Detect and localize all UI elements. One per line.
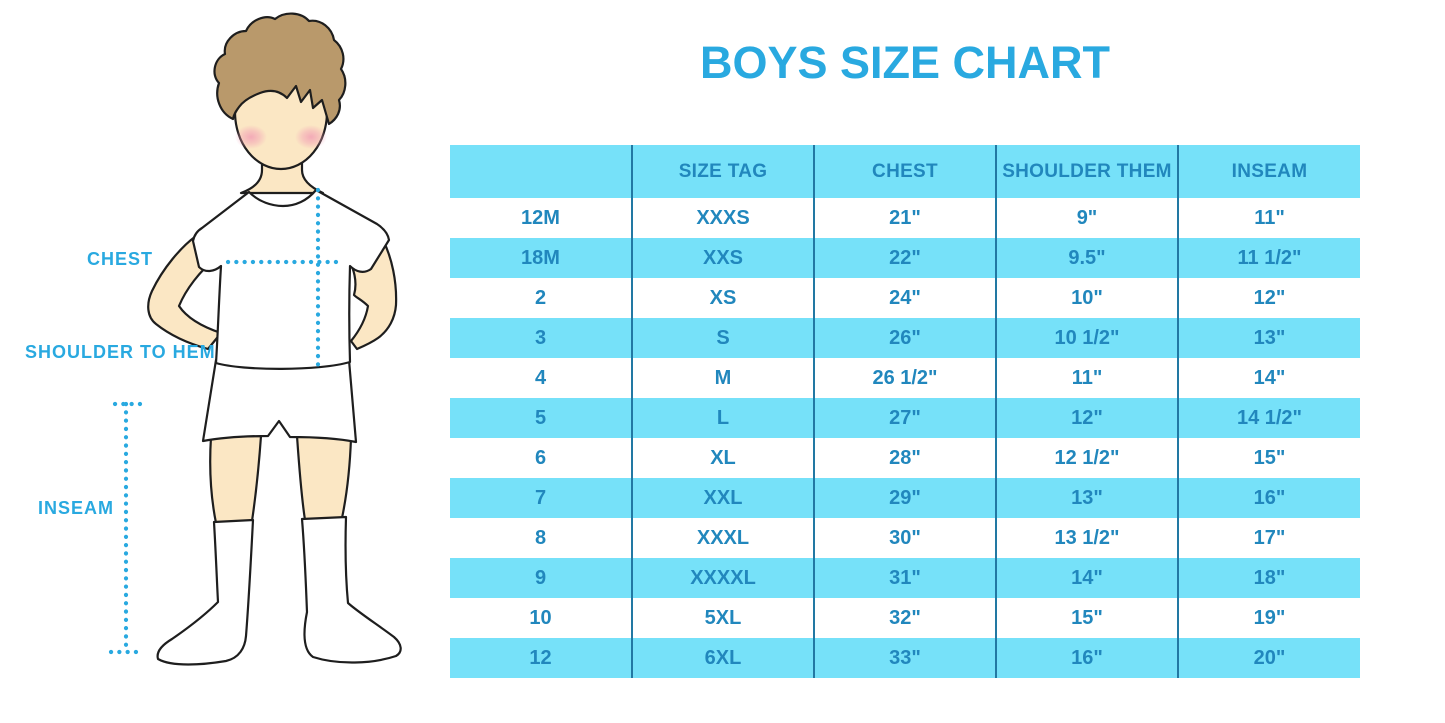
right-leg <box>295 434 353 522</box>
shoulder-to-hem-label: SHOULDER TO HEM <box>25 342 216 362</box>
table-cell: 19" <box>1177 598 1360 638</box>
table-cell: 33" <box>813 638 996 678</box>
table-cell: 2 <box>450 278 632 318</box>
table-cell: 14" <box>995 558 1178 598</box>
page-title: BOYS SIZE CHART <box>699 37 1111 88</box>
table-body: 12M XXXS 21" 9" 11" 18M XXS 22" 9.5" 11 1/2" 2 XS 24… <box>450 198 1360 678</box>
table-cell: S <box>631 318 814 358</box>
table-cell: 11" <box>995 358 1178 398</box>
table-cell: 24" <box>813 278 996 318</box>
table-row: 8 XXXL 30" 13 1/2" 17" <box>450 518 1360 558</box>
table-cell: XXS <box>631 238 814 278</box>
table-cell: XXXXL <box>631 558 814 598</box>
inseam-label: INSEAM <box>37 498 114 518</box>
table-cell: XXXL <box>631 518 814 558</box>
right-cheek <box>295 125 327 149</box>
table-cell: 16" <box>995 638 1178 678</box>
table-cell: 27" <box>813 398 996 438</box>
table-cell: 8 <box>450 518 632 558</box>
column-header: INSEAM <box>1177 145 1360 198</box>
chest-label: CHEST <box>86 249 153 269</box>
table-cell: 31" <box>813 558 996 598</box>
table-cell: 13" <box>995 478 1178 518</box>
table-cell: 12" <box>995 398 1178 438</box>
table-row: 3 S 26" 10 1/2" 13" <box>450 318 1360 358</box>
table-cell: 10" <box>995 278 1178 318</box>
table-cell: 11 1/2" <box>1177 238 1360 278</box>
column-header <box>450 145 632 198</box>
table-row: 18M XXS 22" 9.5" 11 1/2" <box>450 238 1360 278</box>
table-row: 12M XXXS 21" 9" 11" <box>450 198 1360 238</box>
table-cell: 28" <box>813 438 996 478</box>
boy-measurement-figure <box>108 12 402 666</box>
table-row: 12 6XL 33" 16" 20" <box>450 638 1360 678</box>
table-row: 10 5XL 32" 15" 19" <box>450 598 1360 638</box>
table-row: 9 XXXXL 31" 14" 18" <box>450 558 1360 598</box>
table-cell: 9" <box>995 198 1178 238</box>
table-cell: 12 <box>450 638 632 678</box>
table-cell: 15" <box>995 598 1178 638</box>
column-header: CHEST <box>813 145 996 198</box>
table-row: 7 XXL 29" 13" 16" <box>450 478 1360 518</box>
table-cell: 30" <box>813 518 996 558</box>
table-cell: 26 1/2" <box>813 358 996 398</box>
table-cell: 9.5" <box>995 238 1178 278</box>
table-cell: 12M <box>450 198 632 238</box>
table-cell: L <box>631 398 814 438</box>
table-cell: 26" <box>813 318 996 358</box>
table-cell: 18M <box>450 238 632 278</box>
table-cell: 12" <box>1177 278 1360 318</box>
table-cell: 7 <box>450 478 632 518</box>
table-cell: 11" <box>1177 198 1360 238</box>
table-cell: 15" <box>1177 438 1360 478</box>
table-cell: 16" <box>1177 478 1360 518</box>
table-cell: 10 <box>450 598 632 638</box>
column-header: SHOULDER THEM <box>995 145 1178 198</box>
left-leg <box>209 434 263 525</box>
right-sock <box>300 515 402 664</box>
size-chart-table: SIZE TAG CHEST SHOULDER THEM INSEAM 12M XXXS… <box>450 145 1360 678</box>
table-cell: XXXS <box>631 198 814 238</box>
table-cell: 3 <box>450 318 632 358</box>
table-header: SIZE TAG CHEST SHOULDER THEM INSEAM <box>450 145 1360 198</box>
table-cell: 4 <box>450 358 632 398</box>
table-row: 5 L 27" 12" 14 1/2" <box>450 398 1360 438</box>
table-cell: 20" <box>1177 638 1360 678</box>
shorts <box>201 358 358 444</box>
table-cell: 6XL <box>631 638 814 678</box>
table-cell: 14" <box>1177 358 1360 398</box>
table-row: 2 XS 24" 10" 12" <box>450 278 1360 318</box>
left-cheek <box>235 125 267 149</box>
hair <box>213 12 347 126</box>
table-cell: 22" <box>813 238 996 278</box>
table-cell: 13 1/2" <box>995 518 1178 558</box>
table-cell: 5XL <box>631 598 814 638</box>
left-sock <box>156 518 255 666</box>
table-cell: M <box>631 358 814 398</box>
table-cell: 17" <box>1177 518 1360 558</box>
table-cell: 10 1/2" <box>995 318 1178 358</box>
inseam-measure-line <box>108 401 144 655</box>
table-cell: 32" <box>813 598 996 638</box>
column-header: SIZE TAG <box>631 145 814 198</box>
table-cell: 13" <box>1177 318 1360 358</box>
table-row: 4 M 26 1/2" 11" 14" <box>450 358 1360 398</box>
header-row: SIZE TAG CHEST SHOULDER THEM INSEAM <box>450 145 1360 198</box>
table-cell: XS <box>631 278 814 318</box>
table-cell: XXL <box>631 478 814 518</box>
table-cell: 14 1/2" <box>1177 398 1360 438</box>
table-row: 6 XL 28" 12 1/2" 15" <box>450 438 1360 478</box>
table-cell: 5 <box>450 398 632 438</box>
table-cell: 29" <box>813 478 996 518</box>
table-cell: 18" <box>1177 558 1360 598</box>
table-cell: 21" <box>813 198 996 238</box>
table-cell: XL <box>631 438 814 478</box>
table-cell: 12 1/2" <box>995 438 1178 478</box>
t-shirt <box>191 188 391 370</box>
table-cell: 9 <box>450 558 632 598</box>
table-cell: 6 <box>450 438 632 478</box>
